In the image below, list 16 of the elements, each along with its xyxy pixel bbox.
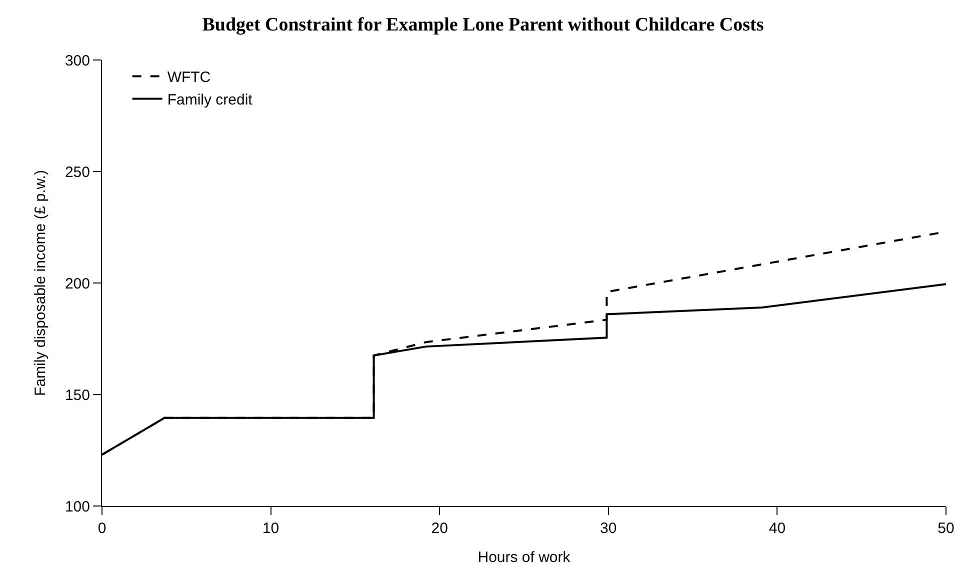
- y-tick-label: 100: [64, 498, 90, 516]
- y-tick-label: 300: [64, 52, 90, 70]
- legend-label: WFTC: [167, 69, 211, 86]
- x-tick-label: 20: [431, 520, 448, 537]
- x-tick-label: 10: [262, 520, 280, 537]
- x-axis-title: Hours of work: [478, 549, 571, 566]
- x-tick-label: 50: [938, 520, 954, 537]
- y-axis-title: Family disposable income (£ p.w.): [32, 170, 50, 396]
- legend-label: Family credit: [167, 92, 254, 109]
- y-tick-label: 150: [64, 386, 90, 404]
- x-tick-label: 40: [768, 520, 786, 537]
- x-tick-label: 0: [98, 520, 106, 537]
- x-tick-label: 30: [600, 520, 617, 537]
- chart-title: Budget Constraint for Example Lone Parent without Childcare Costs: [202, 14, 764, 36]
- y-tick-label: 250: [64, 164, 90, 181]
- y-tick-label: 200: [64, 275, 90, 292]
